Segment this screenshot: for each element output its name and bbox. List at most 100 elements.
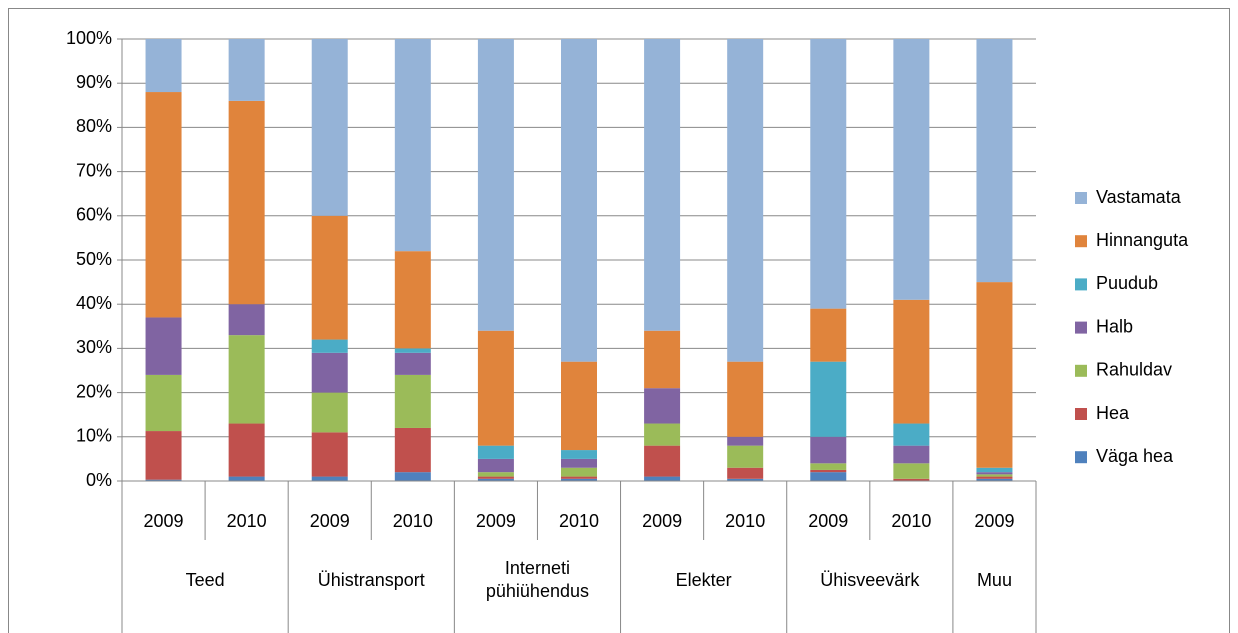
bar-segment bbox=[810, 463, 847, 470]
bar-segment bbox=[477, 39, 514, 331]
bar-segment bbox=[477, 472, 514, 477]
bar-segment bbox=[561, 458, 597, 468]
x-tick-label: 2010 bbox=[393, 511, 433, 531]
x-tick-label: 2010 bbox=[559, 511, 599, 531]
bar-segment bbox=[561, 467, 597, 477]
bar-segment bbox=[228, 335, 265, 424]
chart-border bbox=[8, 8, 1230, 633]
bar-segment bbox=[561, 39, 597, 362]
bar-segment bbox=[394, 352, 431, 375]
x-tick-label: 2009 bbox=[808, 511, 848, 531]
bar-segment bbox=[561, 361, 597, 451]
legend-swatch bbox=[1075, 451, 1087, 464]
bar-segment bbox=[976, 467, 1013, 473]
bar-segment bbox=[477, 445, 514, 459]
y-tick-label: 90% bbox=[76, 72, 112, 92]
bar-segment bbox=[727, 445, 764, 468]
bar-segment bbox=[727, 467, 764, 479]
bar-segment bbox=[311, 392, 348, 433]
bar-segment bbox=[145, 39, 182, 93]
bar-segment bbox=[561, 478, 597, 481]
y-tick-label: 10% bbox=[76, 426, 112, 446]
bar-segment bbox=[145, 317, 182, 375]
bar-segment bbox=[145, 92, 182, 318]
legend-label: Hea bbox=[1096, 403, 1130, 423]
bar-segment bbox=[976, 476, 1013, 479]
y-tick-label: 30% bbox=[76, 337, 112, 357]
legend-swatch bbox=[1075, 192, 1087, 204]
bar-segment bbox=[228, 476, 265, 481]
bar-segment bbox=[810, 308, 847, 362]
bar-segment bbox=[228, 100, 265, 305]
x-tick-label: 2009 bbox=[476, 511, 516, 531]
y-tick-label: 60% bbox=[76, 205, 112, 225]
legend-label: Hinnanguta bbox=[1096, 230, 1189, 250]
bar-segment bbox=[644, 445, 681, 477]
legend-swatch bbox=[1075, 408, 1087, 420]
bar-segment bbox=[311, 339, 348, 353]
bar-segment bbox=[893, 445, 930, 464]
x-tick-label: 2009 bbox=[144, 511, 184, 531]
bar-segment bbox=[394, 348, 431, 353]
y-tick-label: 20% bbox=[76, 381, 112, 401]
bar-segment bbox=[311, 39, 348, 216]
bar-segment bbox=[394, 39, 431, 252]
bar-segment bbox=[145, 431, 182, 480]
legend-swatch bbox=[1075, 278, 1087, 291]
y-tick-label: 40% bbox=[76, 293, 112, 313]
bar-segment bbox=[644, 423, 681, 446]
bar-segment bbox=[311, 476, 348, 481]
legend-label: Vastamata bbox=[1096, 187, 1182, 207]
bar-segment bbox=[976, 282, 1013, 468]
bar-segment bbox=[727, 39, 764, 362]
legend-swatch bbox=[1075, 364, 1087, 377]
bar-segment bbox=[477, 478, 514, 481]
bar-segment bbox=[727, 361, 764, 437]
bar-segment bbox=[893, 463, 930, 479]
x-tick-label: 2010 bbox=[891, 511, 931, 531]
bar-segment bbox=[477, 458, 514, 473]
bar-segment bbox=[311, 352, 348, 393]
bar-segment bbox=[228, 304, 265, 336]
bar-segment bbox=[644, 39, 681, 331]
bar-segment bbox=[561, 476, 597, 479]
bar-segment bbox=[145, 374, 182, 432]
bar-segment bbox=[810, 469, 847, 473]
bar-segment bbox=[228, 423, 265, 477]
bar-segment bbox=[311, 215, 348, 340]
bar-segment bbox=[394, 251, 431, 349]
bar-segment bbox=[145, 479, 182, 481]
group-label: Interneti pühiühendus bbox=[485, 558, 589, 601]
bar-segment bbox=[810, 39, 847, 309]
bar-segment bbox=[644, 476, 681, 481]
bar-segment bbox=[810, 361, 847, 437]
bar-segment bbox=[893, 299, 930, 424]
bar-segment bbox=[228, 39, 265, 101]
bar-segment bbox=[477, 476, 514, 479]
bar-segment bbox=[727, 436, 764, 446]
bar-segment bbox=[893, 423, 930, 446]
bar-segment bbox=[561, 450, 597, 459]
bar-segment bbox=[893, 478, 930, 481]
x-tick-label: 2010 bbox=[725, 511, 765, 531]
x-tick-label: 2009 bbox=[974, 511, 1014, 531]
bar-segment bbox=[644, 388, 681, 424]
y-tick-label: 100% bbox=[66, 28, 112, 48]
legend-label: Rahuldav bbox=[1096, 360, 1172, 380]
legend-label: Halb bbox=[1096, 316, 1133, 336]
bar-segment bbox=[311, 432, 348, 477]
legend-label: Puudub bbox=[1096, 273, 1158, 293]
group-label: Muu bbox=[976, 569, 1012, 590]
x-tick-label: 2010 bbox=[227, 511, 267, 531]
group-label: Ühisveevärk bbox=[820, 569, 920, 590]
legend-swatch bbox=[1075, 235, 1087, 248]
bar-segment bbox=[976, 478, 1013, 481]
legend-label: Väga hea bbox=[1096, 446, 1174, 466]
bar-segment bbox=[893, 39, 930, 300]
y-tick-label: 80% bbox=[76, 116, 112, 136]
bar-segment bbox=[976, 39, 1013, 283]
group-label: Elekter bbox=[675, 569, 732, 590]
bar-segment bbox=[810, 472, 847, 481]
